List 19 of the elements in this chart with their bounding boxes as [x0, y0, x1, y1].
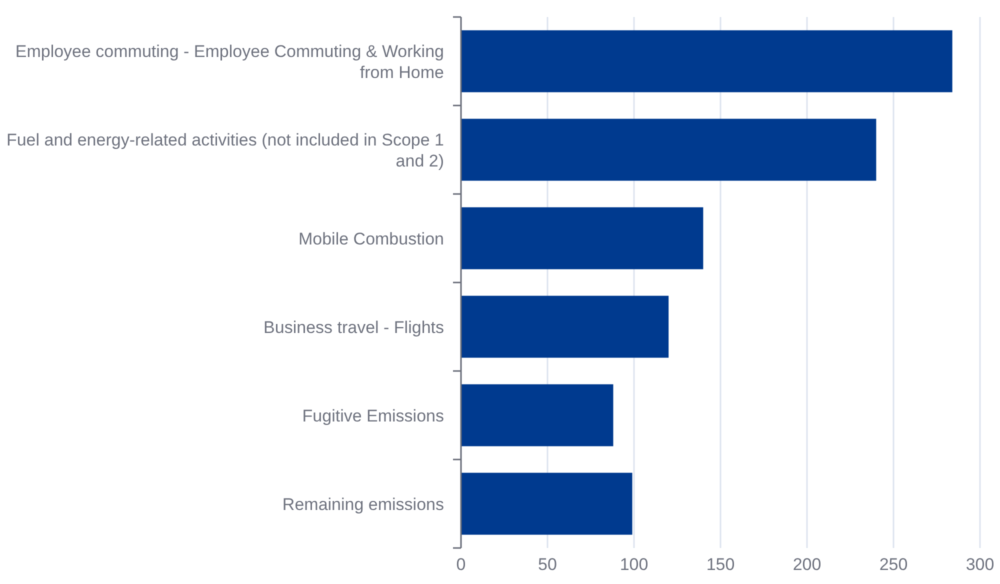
- x-tick-label: 100: [620, 555, 648, 574]
- bar: [461, 384, 614, 446]
- x-tick-label: 250: [879, 555, 908, 574]
- x-tick-label: 50: [538, 555, 557, 574]
- y-tick-label: Fugitive Emissions: [302, 406, 444, 425]
- x-tick-label: 300: [966, 555, 994, 574]
- bar: [461, 118, 876, 181]
- bar: [461, 207, 704, 270]
- x-tick-label: 150: [706, 555, 735, 574]
- y-tick-label: Employee commuting - Employee Commuting & Working from Home: [15, 41, 444, 82]
- y-tick-label: Fuel and energy-related activities (not included in Scope 1 and 2): [6, 130, 444, 170]
- y-tick-label: Remaining emissions: [282, 494, 444, 514]
- bar: [461, 472, 632, 535]
- x-tick-label: 200: [792, 555, 822, 574]
- x-tick-label: 0: [456, 555, 466, 574]
- y-tick-label: Business travel - Flights: [264, 317, 444, 336]
- bar: [461, 296, 669, 358]
- bar: [461, 30, 952, 92]
- y-tick-label: Mobile Combustion: [298, 228, 444, 248]
